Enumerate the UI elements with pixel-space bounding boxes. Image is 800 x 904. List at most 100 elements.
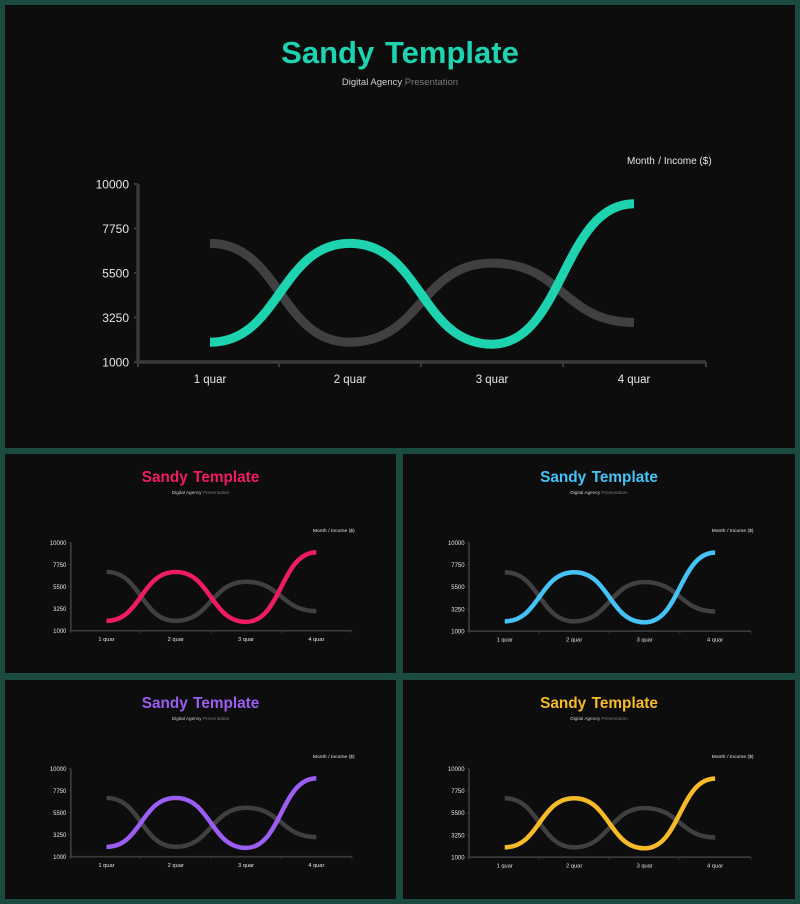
series-line-accent — [209, 199, 635, 349]
slide-title: Sandy Template — [403, 695, 795, 713]
series-line-accent — [504, 776, 716, 851]
x-tick-label: 2 quar — [168, 637, 184, 643]
title-word-2: Template — [193, 468, 260, 486]
slide-yellow: Sandy Template Digital Agency Presentation… — [403, 680, 795, 899]
slide-title: Sandy Template — [5, 35, 795, 71]
slide-subtitle: Digital Agency Presentation — [5, 716, 396, 721]
legend-label: Month / Income ($) — [712, 529, 754, 534]
x-tick-label: 2 quar — [566, 864, 582, 870]
y-tick-label: 3250 — [451, 607, 465, 613]
x-tick-label: 4 quar — [618, 374, 651, 386]
x-tick-label: 1 quar — [497, 638, 513, 644]
legend-label-2: / Income ($) — [727, 754, 754, 760]
legend-label: Month / Income ($) — [627, 156, 712, 167]
y-tick-label: 1000 — [451, 629, 465, 635]
x-tick-label: 3 quar — [238, 637, 254, 643]
y-tick-label: 7750 — [102, 222, 129, 236]
title-word-1: Sandy — [281, 35, 375, 70]
y-tick-label: 1000 — [53, 855, 67, 861]
x-tick-label: 3 quar — [476, 374, 509, 386]
title-word-1: Sandy — [141, 468, 188, 486]
subtitle-part-2: Presentation — [202, 715, 230, 721]
legend-label-2: / Income ($) — [328, 754, 355, 760]
legend-label-2: / Income ($) — [328, 528, 355, 534]
y-tick-label: 10000 — [96, 178, 130, 192]
y-tick-label: 3250 — [102, 311, 129, 325]
subtitle-part-2: Presentation — [601, 489, 628, 495]
legend-label: Month / Income ($) — [313, 755, 355, 760]
series-line-accent — [106, 776, 317, 851]
legend-label-2: / Income ($) — [727, 528, 754, 534]
x-tick-label: 3 quar — [238, 863, 254, 869]
y-tick-label: 1000 — [451, 855, 465, 861]
y-tick-label: 5500 — [451, 811, 465, 817]
x-tick-label: 1 quar — [98, 637, 114, 643]
slide-title: Sandy Template — [5, 469, 396, 487]
slide-purple: Sandy Template Digital Agency Presentation… — [5, 680, 396, 899]
subtitle-part-1: Digital Agency — [341, 77, 403, 88]
legend-label-1: Month — [312, 528, 327, 534]
line-chart: 1000 3250 5500 7750 10000 1 quar 2 quar 3 quar 4… — [448, 767, 752, 870]
slide-subtitle: Digital Agency Presentation — [5, 490, 396, 495]
legend-label-1: Month — [711, 754, 726, 760]
y-tick-label: 5500 — [53, 585, 67, 591]
x-tick-label: 2 quar — [566, 638, 582, 644]
y-tick-label: 5500 — [451, 585, 465, 591]
x-tick-label: 2 quar — [168, 863, 184, 869]
subtitle-part-1: Digital Agency — [570, 715, 601, 721]
line-chart: 1000 3250 5500 7750 10000 1 quar 2 quar 3 quar 4… — [50, 541, 353, 643]
x-tick-label: 3 quar — [637, 638, 653, 644]
y-tick-label: 3250 — [53, 607, 67, 613]
slide-subtitle: Digital Agency Presentation — [403, 490, 795, 495]
x-tick-label: 1 quar — [497, 864, 513, 870]
y-tick-label: 10000 — [448, 767, 465, 773]
title-word-1: Sandy — [540, 694, 587, 712]
y-tick-label: 3250 — [53, 833, 67, 839]
y-tick-label: 7750 — [53, 789, 67, 795]
slide-main: Sandy Template Digital Agency Presentation… — [5, 5, 795, 448]
subtitle-part-2: Presentation — [601, 715, 628, 721]
y-tick-label: 7750 — [451, 563, 465, 569]
title-word-1: Sandy — [540, 468, 587, 486]
x-tick-label: 3 quar — [637, 864, 653, 870]
x-tick-label: 4 quar — [707, 864, 723, 870]
title-word-2: Template — [591, 468, 658, 486]
subtitle-part-1: Digital Agency — [171, 715, 202, 721]
y-tick-label: 10000 — [50, 541, 67, 547]
slide-subtitle: Digital Agency Presentation — [5, 77, 795, 88]
line-chart: 1000 3250 5500 7750 10000 1 quar 2 quar 3 quar 4… — [448, 541, 752, 644]
subtitle-part-2: Presentation — [202, 489, 230, 495]
line-chart: 1000 3250 5500 7750 10000 1 quar 2 quar 3 quar 4… — [96, 178, 707, 386]
x-tick-label: 4 quar — [707, 638, 723, 644]
y-tick-label: 1000 — [53, 629, 67, 635]
y-tick-label: 5500 — [53, 811, 67, 817]
line-chart: 1000 3250 5500 7750 10000 1 quar 2 quar 3 quar 4… — [50, 767, 353, 869]
series-line-accent — [106, 550, 317, 625]
y-tick-label: 7750 — [451, 789, 465, 795]
slide-subtitle: Digital Agency Presentation — [403, 716, 795, 721]
title-word-2: Template — [385, 35, 519, 70]
x-tick-label: 4 quar — [308, 863, 324, 869]
slide-blue: Sandy Template Digital Agency Presentation… — [403, 454, 795, 673]
legend-label: Month / Income ($) — [712, 755, 754, 760]
title-word-1: Sandy — [141, 694, 188, 712]
legend-label-1: Month — [711, 528, 726, 534]
series-line-accent — [504, 550, 716, 625]
legend-label-1: Month — [627, 156, 655, 167]
slide-pink: Sandy Template Digital Agency Presentation… — [5, 454, 396, 673]
subtitle-part-1: Digital Agency — [171, 489, 202, 495]
x-tick-label: 2 quar — [334, 374, 367, 386]
y-tick-label: 1000 — [102, 356, 129, 370]
y-tick-label: 10000 — [50, 767, 67, 773]
legend-label-1: Month — [312, 754, 327, 760]
legend-label-2: / Income ($) — [658, 156, 712, 167]
y-tick-label: 10000 — [448, 541, 465, 547]
title-word-2: Template — [193, 694, 260, 712]
subtitle-part-1: Digital Agency — [570, 489, 601, 495]
y-tick-label: 5500 — [102, 267, 129, 281]
y-tick-label: 7750 — [53, 563, 67, 569]
x-tick-label: 1 quar — [194, 374, 227, 386]
title-word-2: Template — [591, 694, 658, 712]
slide-title: Sandy Template — [403, 469, 795, 487]
x-tick-label: 1 quar — [98, 863, 114, 869]
